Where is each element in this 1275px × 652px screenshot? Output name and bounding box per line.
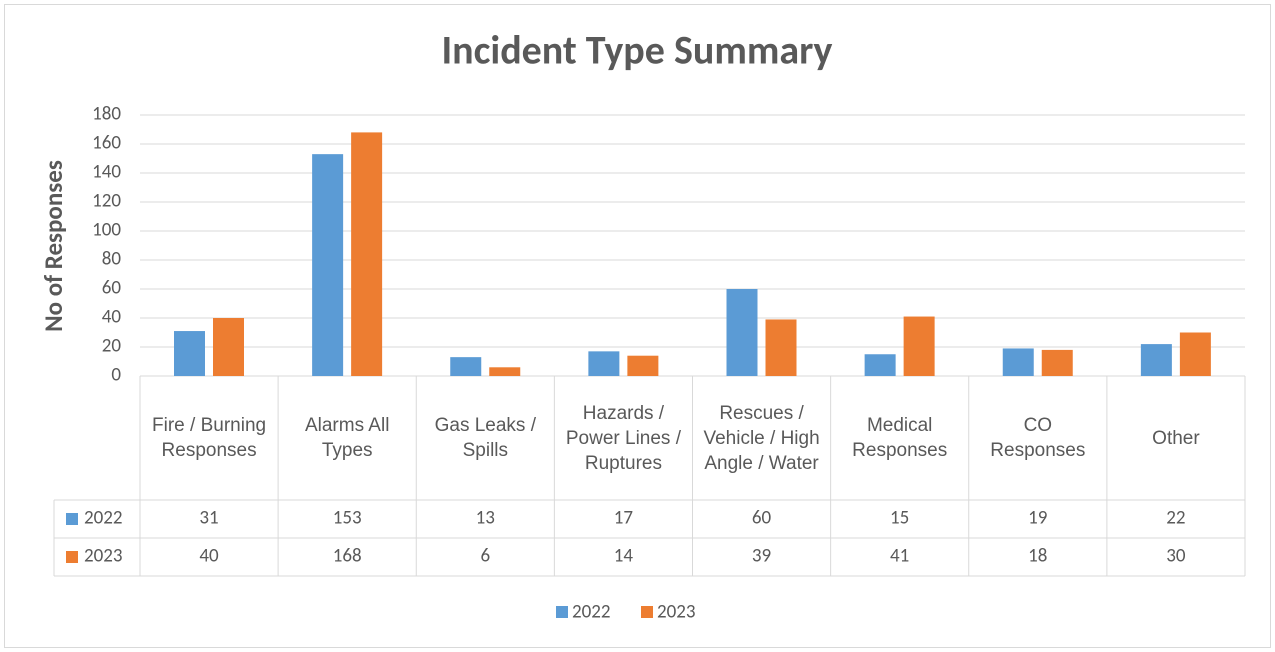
bar (1140, 344, 1172, 376)
bar (489, 367, 521, 376)
table-value: 22 (1166, 507, 1185, 530)
table-value: 17 (614, 507, 634, 530)
legend-key (66, 551, 78, 563)
table-value: 19 (1028, 507, 1047, 530)
bar (765, 319, 797, 376)
bar (213, 318, 244, 376)
table-value: 60 (752, 507, 772, 530)
bar (1041, 349, 1073, 376)
table-value: 31 (199, 507, 218, 530)
table-value: 18 (1028, 545, 1047, 568)
bar (864, 354, 896, 376)
category-label: Alarms All Types (304, 415, 390, 461)
y-tick-label: 80 (102, 248, 122, 271)
chart-border (4, 4, 1271, 648)
y-tick-label: 180 (92, 103, 121, 126)
bar (903, 316, 935, 376)
row-header: 2023 (84, 545, 123, 568)
bar (1179, 332, 1211, 376)
legend-label: 2022 (572, 601, 611, 624)
row-header: 2022 (84, 507, 123, 530)
table-value: 14 (614, 545, 634, 568)
y-tick-label: 160 (92, 132, 121, 155)
y-tick-label: 140 (92, 161, 121, 184)
y-tick-label: 0 (111, 364, 121, 387)
bar (726, 289, 758, 376)
chart-title: Incident Type Summary (442, 26, 833, 75)
y-tick-label: 120 (92, 190, 121, 213)
category-label: Hazards / Power Lines / Ruptures (565, 402, 681, 474)
bar (174, 331, 205, 376)
y-axis-label: No of Responses (38, 160, 69, 332)
category-label: Rescues / Vehicle / High Angle / Water (703, 402, 820, 474)
bar (450, 357, 482, 376)
table-value: 6 (480, 545, 490, 568)
bar (312, 154, 344, 376)
legend-swatch (556, 606, 568, 618)
bar (1002, 348, 1034, 376)
y-tick-label: 20 (102, 335, 122, 358)
table-value: 30 (1166, 545, 1186, 568)
y-tick-label: 40 (102, 306, 122, 329)
bar (351, 132, 383, 376)
bar (627, 355, 659, 376)
category-label: Medical Responses (852, 415, 948, 461)
table-value: 168 (333, 545, 362, 568)
legend-swatch (641, 606, 653, 618)
category-label: Fire / Burning Responses (152, 415, 267, 461)
table-value: 41 (890, 545, 909, 568)
legend-key (66, 513, 78, 525)
table-value: 13 (476, 507, 495, 530)
y-tick-label: 60 (102, 277, 122, 300)
category-label: Other (1152, 427, 1200, 449)
table-value: 153 (333, 507, 362, 530)
category-label: CO Responses (990, 415, 1086, 461)
legend-label: 2023 (657, 601, 696, 624)
category-label: Gas Leaks / Spills (434, 415, 536, 461)
table-value: 15 (890, 507, 909, 530)
table-value: 39 (752, 545, 771, 568)
table-value: 40 (199, 545, 219, 568)
bar (588, 351, 620, 376)
y-tick-label: 100 (92, 219, 121, 242)
